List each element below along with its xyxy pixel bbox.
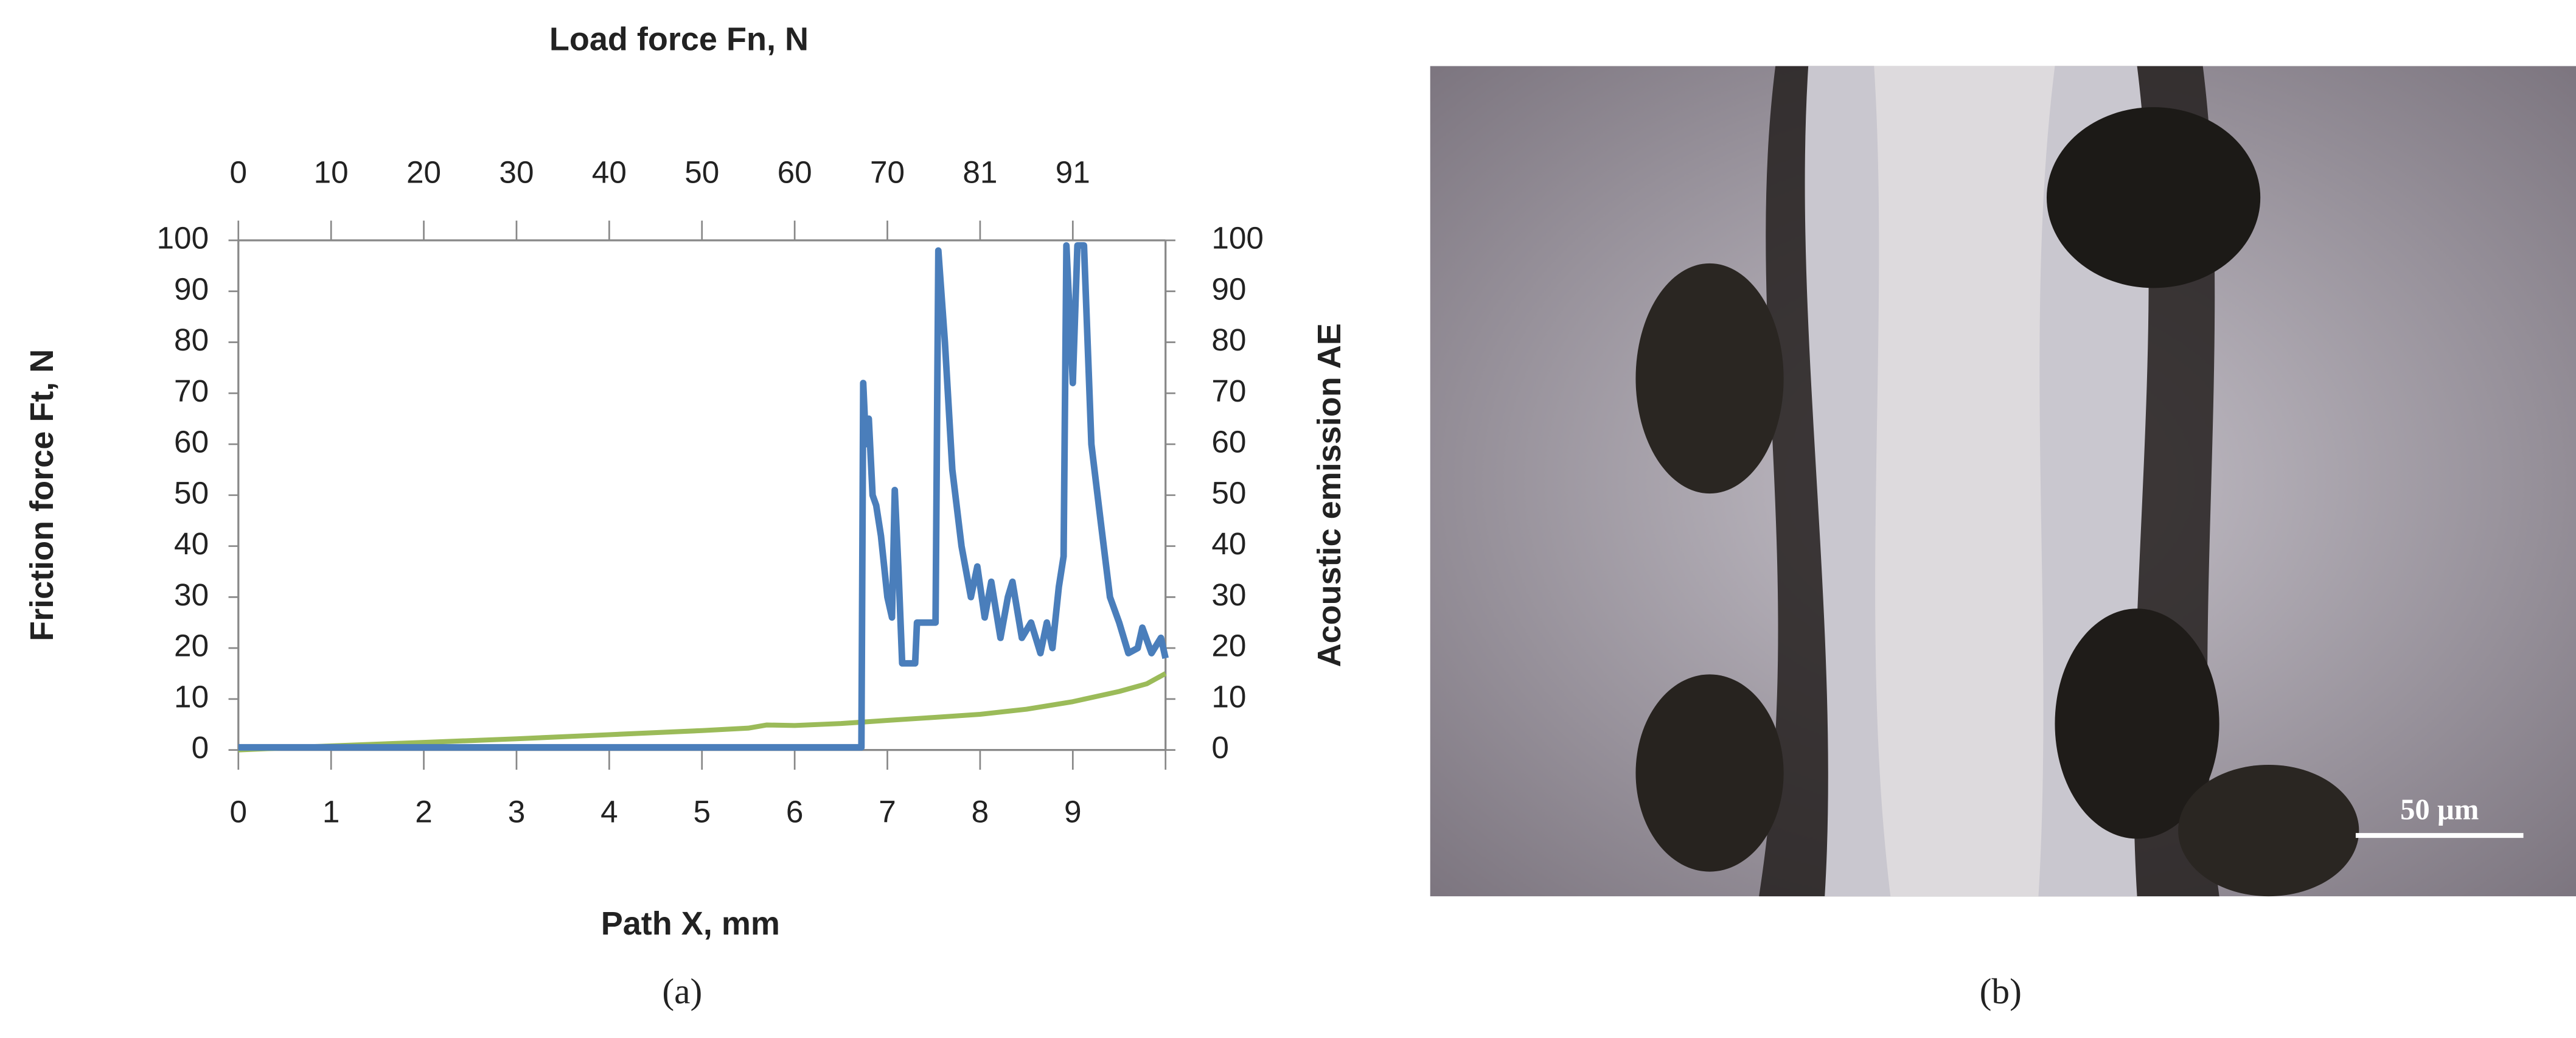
x2-tick-label: 10	[314, 155, 349, 189]
y-axis-label: Friction force Ft, N	[24, 349, 60, 641]
dark-spot	[1635, 263, 1784, 494]
x-tick-label: 5	[693, 795, 711, 829]
x2-tick-label: 20	[406, 155, 441, 189]
y-tick-label: 100	[157, 221, 209, 256]
y2-tick-label: 50	[1211, 475, 1246, 510]
y2-tick-label: 80	[1211, 322, 1246, 357]
x2-tick-label: 70	[870, 155, 905, 189]
y-tick-label: 30	[174, 577, 209, 612]
dark-spot	[1635, 674, 1784, 872]
y-tick-label: 40	[174, 526, 209, 561]
y2-tick-label: 0	[1211, 730, 1229, 765]
x-tick-label: 1	[322, 795, 340, 829]
dark-spot	[2178, 764, 2359, 897]
x-tick-label: 7	[879, 795, 896, 829]
y-tick-label: 10	[174, 679, 209, 714]
x2-tick-label: 81	[963, 155, 997, 189]
y-tick-label: 70	[174, 374, 209, 408]
data-line	[238, 242, 1169, 751]
wear-track-center	[1874, 66, 2055, 897]
x2-tick-label: 30	[499, 155, 534, 189]
x2-tick-label: 40	[592, 155, 627, 189]
x-tick-label: 9	[1064, 795, 1082, 829]
x2-tick-label: 50	[684, 155, 719, 189]
x-tick-label: 4	[600, 795, 618, 829]
y2-tick-label: 90	[1211, 271, 1246, 306]
y2-tick-label: 20	[1211, 629, 1246, 663]
data-line	[238, 671, 1167, 753]
y2-tick-label: 70	[1211, 374, 1246, 408]
y-tick-label: 0	[192, 730, 209, 765]
dark-spot	[2046, 107, 2261, 288]
y2-tick-label: 40	[1211, 526, 1246, 561]
axes	[237, 239, 1167, 751]
y2-tick-label: 10	[1211, 679, 1246, 714]
scale-bar-label: 50 µm	[2400, 793, 2479, 826]
x-tick-label: 3	[508, 795, 526, 829]
x2-tick-label: 60	[778, 155, 812, 189]
x-tick-label: 8	[972, 795, 989, 829]
y2-tick-label: 100	[1211, 221, 1264, 256]
y-tick-label: 60	[174, 425, 209, 459]
x-tick-label: 6	[786, 795, 804, 829]
micrograph: 50 µm	[1430, 66, 2576, 897]
y2-tick-label: 30	[1211, 577, 1246, 612]
y-tick-label: 80	[174, 322, 209, 357]
x-tick-label: 0	[230, 795, 248, 829]
y-tick-label: 20	[174, 629, 209, 663]
caption: (b)	[1980, 971, 2022, 1011]
x2-tick-label: 0	[230, 155, 248, 189]
y-tick-label: 50	[174, 475, 209, 510]
x-axis-label: Path X, mm	[601, 905, 780, 942]
caption: (a)	[662, 971, 702, 1011]
chart-title: Load force Fn, N	[549, 21, 809, 57]
y2-axis-label: Acoustic emission AE	[1311, 323, 1348, 667]
dark-spot	[2055, 608, 2219, 839]
y2-tick-label: 60	[1211, 425, 1246, 459]
y-tick-label: 90	[174, 271, 209, 306]
x-tick-label: 2	[415, 795, 433, 829]
x2-tick-label: 91	[1056, 155, 1090, 189]
